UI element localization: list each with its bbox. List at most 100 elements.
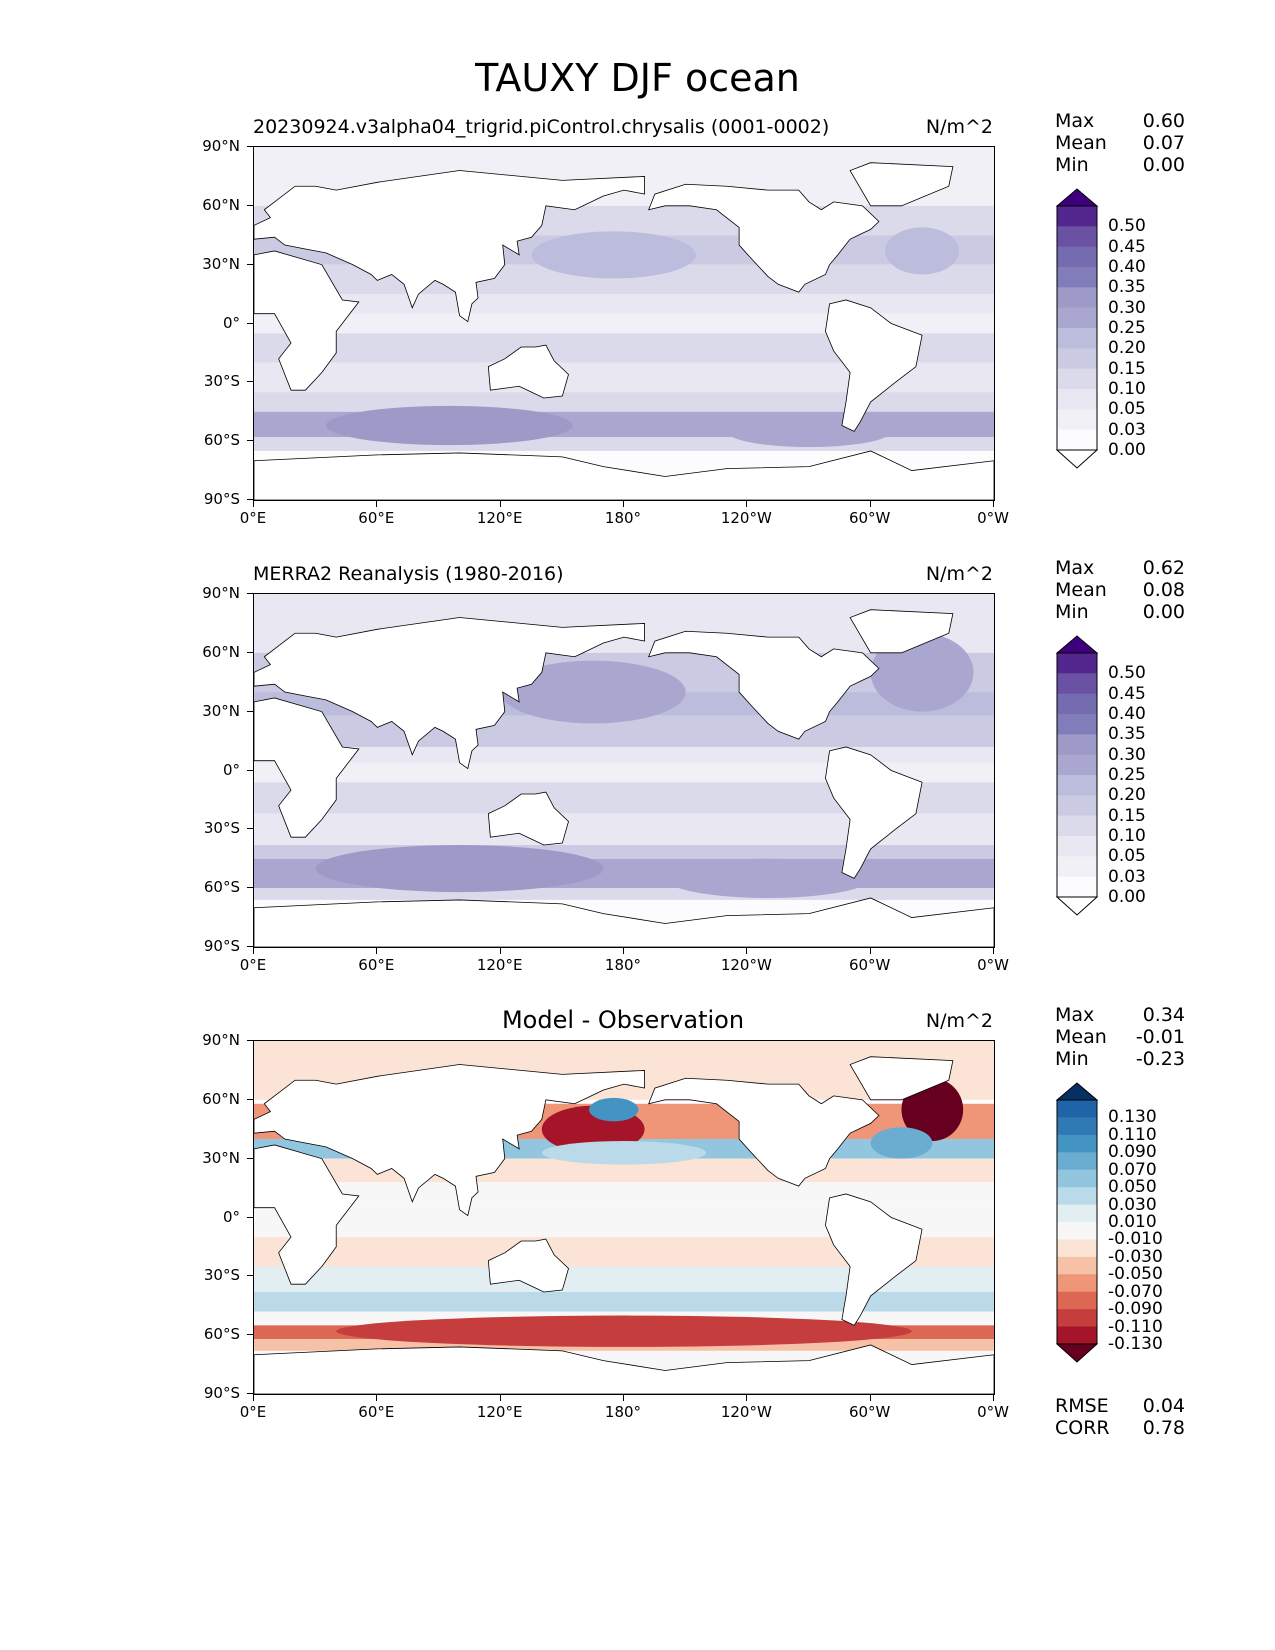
- contour-feature: [726, 415, 892, 448]
- colorbar-outline: [1056, 652, 1098, 898]
- lat-tick-label: 30°S: [203, 1266, 240, 1285]
- lon-tick-mark: [993, 1395, 994, 1401]
- lon-tick-mark: [993, 948, 994, 954]
- coastline: [254, 1064, 645, 1217]
- lat-tick-mark: [247, 204, 253, 206]
- stat-value: -0.23: [1135, 1048, 1185, 1070]
- colorbar-tick-label: 0.40: [1108, 704, 1146, 724]
- stat-label: Max: [1055, 557, 1095, 579]
- lat-tick-mark: [247, 322, 253, 324]
- colorbar-extend-min: [1055, 449, 1099, 469]
- lon-tick-label: 180°: [604, 1403, 642, 1421]
- contour-band: [254, 888, 994, 900]
- lat-tick-mark: [247, 263, 253, 265]
- stats-block: Max 0.62 Mean 0.08 Min 0.00: [1055, 557, 1185, 623]
- lat-tick-label: 30°S: [203, 819, 240, 838]
- map-plot-area: [253, 593, 995, 948]
- stat-label: Min: [1055, 601, 1089, 623]
- lon-tick-label: 60°E: [358, 1403, 395, 1421]
- colorbar-tick-label: 0.25: [1108, 765, 1146, 785]
- colorbar-tick-label: 0.45: [1108, 683, 1146, 704]
- lat-tick-label: 60°N: [202, 642, 240, 661]
- colorbar-tick-label: -0.010: [1108, 1229, 1163, 1250]
- colorbar-segment: [1057, 1256, 1097, 1275]
- coastline: [254, 250, 360, 391]
- lon-tick-label: 0°W: [977, 956, 1009, 974]
- colorbar-tick-label: 0.50: [1108, 216, 1146, 237]
- colorbar-segment: [1057, 1326, 1097, 1345]
- lon-tick-mark: [623, 1395, 624, 1401]
- colorbar-segment: [1057, 714, 1097, 735]
- lon-tick-mark: [499, 1395, 501, 1401]
- metric-value: 0.78: [1142, 1417, 1185, 1439]
- lon-tick-mark: [376, 948, 378, 954]
- contour-feature: [315, 845, 604, 893]
- contour-feature: [325, 405, 573, 446]
- panel-units: N/m^2: [925, 1010, 993, 1032]
- colorbar-segment: [1057, 775, 1097, 796]
- lat-tick-label: 30°N: [202, 701, 240, 720]
- lat-tick-mark: [247, 1040, 253, 1041]
- colorbar: [1055, 635, 1099, 916]
- lat-tick-label: 90°N: [202, 1031, 240, 1049]
- colorbar-segment: [1057, 1309, 1097, 1328]
- lon-tick-label: 60°W: [848, 1403, 891, 1421]
- lat-tick-mark: [247, 1157, 253, 1159]
- contour-feature: [500, 660, 686, 724]
- colorbar-segment: [1057, 287, 1097, 309]
- lat-tick-mark: [247, 146, 253, 147]
- lat-tick-mark: [247, 1393, 253, 1394]
- colorbar-segment: [1057, 368, 1097, 390]
- lon-tick-mark: [746, 948, 748, 954]
- metric-label: RMSE: [1055, 1395, 1109, 1417]
- colorbar-tick-label: 0.30: [1108, 744, 1146, 765]
- stats-block: Max 0.60 Mean 0.07 Min 0.00: [1055, 110, 1185, 176]
- panel-units: N/m^2: [925, 563, 993, 585]
- figure-title: TAUXY DJF ocean: [475, 56, 800, 100]
- colorbar: [1055, 188, 1099, 469]
- coastline: [648, 1077, 880, 1187]
- coastline: [487, 791, 569, 846]
- lon-tick-mark: [869, 948, 871, 954]
- coastline: [825, 299, 923, 432]
- lon-tick-label: 120°W: [720, 956, 772, 974]
- colorbar-segment: [1057, 1100, 1097, 1118]
- colorbar-segment: [1057, 429, 1097, 451]
- colorbar-outline: [1056, 1099, 1098, 1345]
- colorbar-tick-label: 0.05: [1108, 846, 1146, 867]
- colorbar-tick-label: 0.030: [1108, 1194, 1157, 1215]
- lat-tick-label: 30°S: [203, 372, 240, 391]
- lat-tick-label: 60°S: [203, 878, 240, 897]
- lat-tick-label: 30°N: [202, 254, 240, 273]
- lon-tick-mark: [376, 501, 378, 507]
- lat-tick-label: 90°S: [203, 490, 240, 508]
- lat-tick-mark: [247, 440, 253, 442]
- metric-value: 0.04: [1142, 1395, 1185, 1417]
- contour-map: [254, 1041, 994, 1394]
- colorbar-tick-label: 0.20: [1108, 785, 1146, 806]
- lon-tick-mark: [499, 948, 501, 954]
- colorbar-segment: [1057, 1117, 1097, 1136]
- coastline: [825, 1193, 923, 1326]
- colorbar-segment: [1057, 795, 1097, 817]
- colorbar-segment: [1057, 1274, 1097, 1293]
- panel-title: MERRA2 Reanalysis (1980-2016): [253, 563, 564, 585]
- lat-tick-mark: [247, 769, 253, 771]
- coastline: [849, 609, 954, 654]
- lon-tick-label: 60°E: [358, 509, 395, 527]
- colorbar-segment: [1057, 1169, 1097, 1188]
- colorbar-tick-label: 0.15: [1108, 805, 1146, 826]
- lon-tick-label: 180°: [604, 509, 642, 527]
- coastline: [254, 897, 994, 947]
- coastline: [648, 630, 880, 740]
- coastline: [254, 170, 645, 323]
- contour-band: [254, 313, 994, 334]
- contour-band: [254, 294, 994, 314]
- lon-tick-label: 120°E: [476, 1403, 523, 1421]
- lat-tick-label: 60°S: [203, 1325, 240, 1344]
- lon-tick-mark: [253, 1395, 254, 1401]
- lon-tick-label: 0°E: [239, 509, 267, 527]
- panel-title: Model - Observation: [501, 1006, 745, 1034]
- lon-tick-mark: [253, 948, 254, 954]
- colorbar-tick-label: 0.010: [1108, 1212, 1157, 1232]
